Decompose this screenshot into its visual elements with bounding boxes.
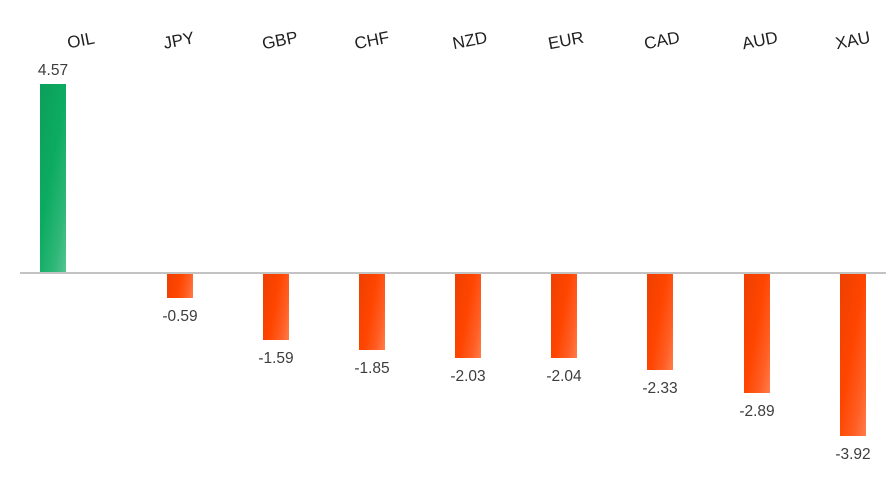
- category-label-cad: CAD: [642, 27, 682, 54]
- bar-aud: [744, 274, 770, 394]
- bar-xau: [840, 274, 866, 436]
- value-label-chf: -1.85: [354, 360, 390, 378]
- bar-nzd: [455, 274, 481, 358]
- category-label-aud: AUD: [740, 27, 780, 54]
- category-label-oil: OIL: [65, 28, 97, 53]
- bar-chf: [359, 274, 385, 351]
- value-label-gbp: -1.59: [258, 349, 294, 367]
- value-label-nzd: -2.03: [450, 367, 486, 385]
- bar-eur: [551, 274, 577, 359]
- bar-jpy: [167, 274, 193, 299]
- category-label-jpy: JPY: [161, 28, 197, 53]
- value-label-oil: 4.57: [37, 61, 69, 79]
- category-label-xau: XAU: [833, 27, 872, 54]
- value-label-xau: -3.92: [835, 445, 871, 463]
- bar-gbp: [263, 274, 289, 340]
- category-label-gbp: GBP: [260, 27, 300, 54]
- value-label-jpy: -0.59: [162, 308, 198, 326]
- value-label-eur: -2.04: [546, 368, 582, 386]
- category-label-nzd: NZD: [450, 27, 489, 54]
- bar-cad: [647, 274, 673, 370]
- category-label-eur: EUR: [546, 27, 586, 54]
- value-label-aud: -2.89: [739, 403, 775, 421]
- category-label-chf: CHF: [352, 27, 391, 54]
- bar-oil: [40, 83, 66, 273]
- value-label-cad: -2.33: [642, 379, 678, 397]
- x-axis-zero-line: [20, 271, 886, 274]
